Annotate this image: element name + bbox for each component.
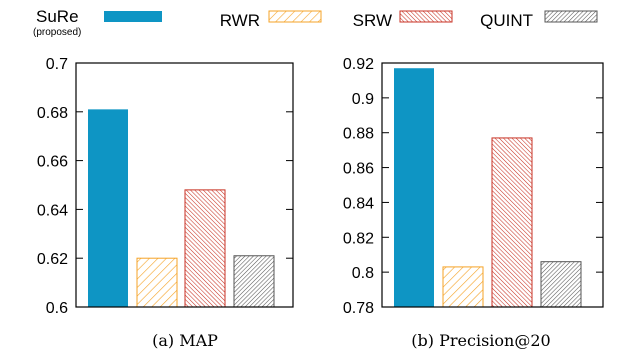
plot-frame-precision <box>381 62 604 308</box>
y-tick-label: 0.66 <box>37 154 68 171</box>
y-tick-label: 0.78 <box>343 300 374 317</box>
legend-label-quint: QUINT <box>480 11 533 30</box>
y-tick-label: 0.82 <box>343 230 374 247</box>
bar-rwr <box>442 266 484 308</box>
chart-panel-map: 0.6 0.62 0.64 0.66 0.68 0.7 (a) MAP <box>37 56 294 350</box>
y-tick-label: 0.62 <box>37 251 68 268</box>
bar-srw <box>184 189 226 308</box>
y-tick-label: 0.88 <box>343 126 374 143</box>
y-tick-label: 0.86 <box>343 161 374 178</box>
chart-panel-precision: 0.78 0.8 0.82 0.84 0.86 0.88 0.9 0.92 (b) Preci… <box>343 56 604 350</box>
legend-sublabel-sure: (proposed) <box>33 27 81 38</box>
bar-sure <box>394 68 434 307</box>
bar-srw <box>491 137 533 308</box>
y-tick-label: 0.9 <box>352 91 374 108</box>
bar-quint <box>233 255 275 308</box>
legend-swatch-sure <box>104 11 162 22</box>
y-tick-label: 0.8 <box>352 265 374 282</box>
bar-sure <box>88 109 128 307</box>
y-tick-label: 0.84 <box>343 195 374 212</box>
y-tick-label: 0.6 <box>46 300 68 317</box>
legend-swatch-quint <box>544 10 598 23</box>
legend-swatch-srw <box>399 10 453 23</box>
bar-quint <box>540 261 582 308</box>
caption-precision: (b) Precision@20 <box>411 331 550 350</box>
y-tick-label: 0.92 <box>343 56 374 73</box>
legend: SuRe (proposed) RWR SRW QUINT <box>33 7 598 38</box>
legend-label-rwr: RWR <box>220 11 260 30</box>
bar-rwr <box>136 257 178 308</box>
y-tick-label: 0.68 <box>37 105 68 122</box>
y-tick-label: 0.7 <box>46 56 68 73</box>
legend-label-sure: SuRe <box>36 7 79 26</box>
legend-swatch-rwr <box>268 10 322 23</box>
plot-frame-map <box>75 62 294 308</box>
legend-label-srw: SRW <box>353 11 392 30</box>
caption-map: (a) MAP <box>152 331 218 350</box>
y-tick-label: 0.64 <box>37 202 68 219</box>
